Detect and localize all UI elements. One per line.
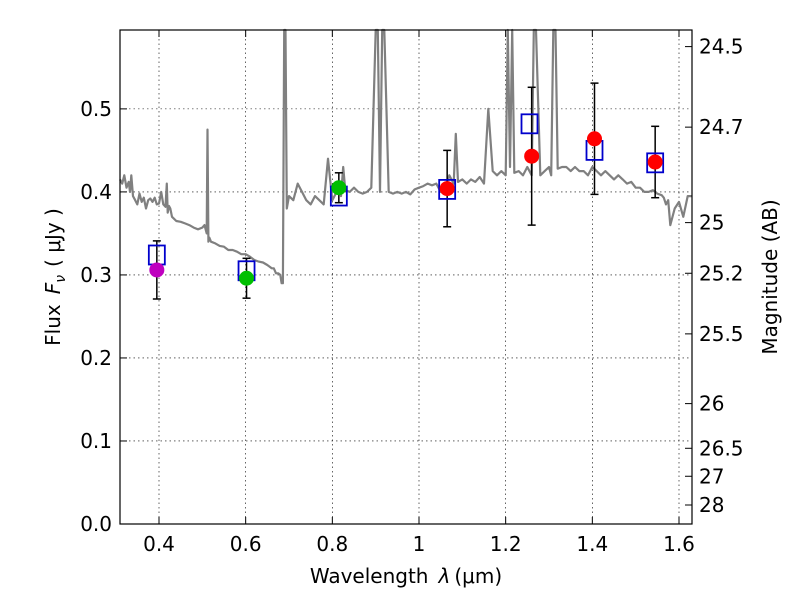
x-axis-label: Wavelength λ (μm) — [310, 564, 502, 588]
magnitude-tick-label: 24.5 — [699, 35, 744, 59]
model-photometry-point — [520, 113, 539, 135]
observed-flux-point — [439, 181, 455, 197]
magnitude-tick-label: 27 — [699, 464, 724, 488]
magnitude-tick-label: 25 — [699, 211, 724, 235]
y-tick-label: 0.1 — [80, 429, 112, 453]
model-photometry-point — [646, 152, 665, 174]
magnitude-tick-label: 25.5 — [699, 322, 744, 346]
x-tick-label: 1.4 — [576, 532, 608, 556]
observed-flux-point — [524, 148, 540, 164]
magnitude-tick-label: 28 — [699, 493, 724, 517]
model-photometry-point — [438, 179, 457, 200]
magnitude-tick-label: 25.2 — [699, 261, 744, 285]
y-tick-label: 0.3 — [80, 263, 112, 287]
data-points — [147, 82, 665, 300]
magnitude-tick-label: 26 — [699, 392, 724, 416]
magnitude-axis-label: Magnitude (AB) — [758, 199, 782, 354]
x-tick-label: 1.2 — [490, 532, 522, 556]
magnitude-tick-label: 24.7 — [699, 115, 744, 139]
y-axis-label: FluxFν( μJy ) — [41, 208, 69, 346]
observed-flux-point — [149, 262, 165, 278]
observed-flux-point — [331, 180, 347, 196]
observed-flux-point — [587, 131, 602, 147]
x-tick-label: 0.6 — [230, 532, 262, 556]
y-axis-ticks: 0.0 0.1 0.2 0.3 0.4 0.5 — [80, 97, 127, 536]
x-axis-ticks: 0.4 0.6 0.8 1 1.2 1.4 1.6 — [143, 30, 695, 556]
model-spectrum — [119, 28, 692, 285]
x-tick-label: 1 — [413, 532, 426, 556]
x-tick-label: 0.8 — [316, 532, 348, 556]
spectrum-line — [119, 28, 692, 285]
observed-flux-point — [647, 154, 663, 170]
y-tick-label: 0.2 — [80, 346, 112, 370]
observed-flux-point — [239, 270, 255, 286]
y-tick-label: 0.5 — [80, 97, 112, 121]
y-tick-label: 0.0 — [80, 512, 112, 536]
plot-frame — [119, 29, 693, 525]
y-tick-label: 0.4 — [80, 180, 112, 204]
magnitude-tick-label: 26.5 — [699, 436, 744, 460]
x-tick-label: 1.6 — [663, 532, 695, 556]
magnitude-axis-ticks: 24.5 24.7 25 25.2 25.5 26 26.5 27 28 — [685, 35, 744, 517]
x-tick-label: 0.4 — [143, 532, 175, 556]
